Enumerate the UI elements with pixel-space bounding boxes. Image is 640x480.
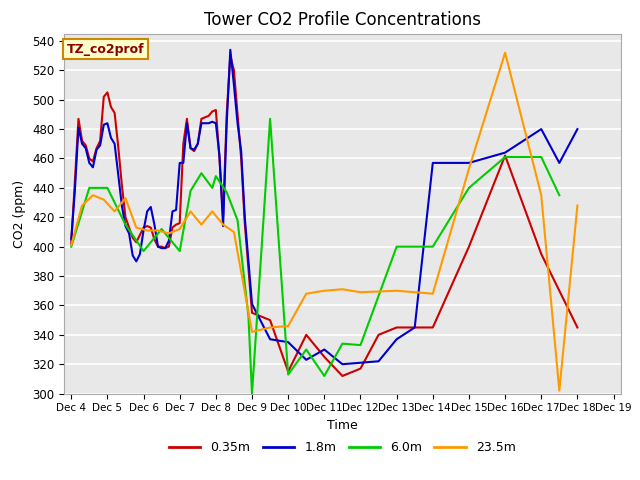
X-axis label: Time: Time [327,419,358,432]
Title: Tower CO2 Profile Concentrations: Tower CO2 Profile Concentrations [204,11,481,29]
Y-axis label: CO2 (ppm): CO2 (ppm) [13,180,26,248]
Legend: 0.35m, 1.8m, 6.0m, 23.5m: 0.35m, 1.8m, 6.0m, 23.5m [164,436,520,459]
Text: TZ_co2prof: TZ_co2prof [67,43,145,56]
